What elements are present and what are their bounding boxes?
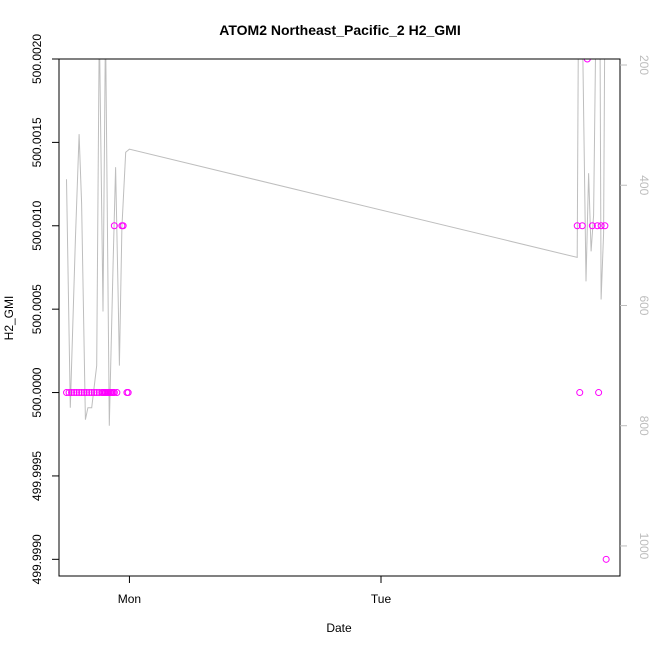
data-point-8 xyxy=(83,389,91,397)
y-tick-label-6: 500.0020 xyxy=(30,34,44,84)
data-point-4 xyxy=(73,389,81,397)
data-point-26 xyxy=(110,222,118,230)
data-point-7 xyxy=(80,389,88,397)
x-axis-label: Date xyxy=(326,621,352,635)
y-tick-label-1: 499.9995 xyxy=(30,451,44,501)
y-tick-label-2: 500.0000 xyxy=(30,367,44,417)
y2-tick-label-1: 400 xyxy=(637,175,650,195)
y-tick-label-3: 500.0005 xyxy=(30,284,44,334)
x-axis: Mon Tue xyxy=(118,576,392,606)
data-point-24 xyxy=(110,389,118,397)
x-tick-label-0: Mon xyxy=(118,592,141,606)
data-point-5 xyxy=(75,389,83,397)
y-tick-label-4: 500.0010 xyxy=(30,200,44,250)
y2-tick-label-0: 200 xyxy=(637,55,650,75)
x-tick-label-1: Tue xyxy=(371,592,392,606)
data-point-30 xyxy=(124,389,132,397)
data-point-2 xyxy=(68,389,76,397)
y-axis-left: 499.9990 499.9995 500.0000 500.0005 500.0010… xyxy=(30,34,59,584)
data-point-28 xyxy=(119,222,127,230)
y-tick-label-5: 500.0015 xyxy=(30,117,44,167)
plot-frame xyxy=(58,58,621,577)
y-axis-label: H2_GMI xyxy=(2,296,16,341)
data-point-31 xyxy=(573,222,581,230)
data-point-9 xyxy=(85,389,93,397)
data-point-25 xyxy=(113,389,121,397)
series-line xyxy=(66,59,606,426)
series-line-layer xyxy=(66,59,606,426)
data-point-38 xyxy=(597,222,605,230)
series-points-layer xyxy=(63,59,610,563)
y2-tick-label-4: 1000 xyxy=(637,533,650,560)
data-point-32 xyxy=(576,389,584,397)
data-point-0 xyxy=(63,389,71,397)
data-point-39 xyxy=(601,222,609,230)
data-point-6 xyxy=(78,389,86,397)
y2-tick-label-3: 800 xyxy=(637,416,650,436)
y-tick-label-0: 499.9990 xyxy=(30,534,44,584)
y2-tick-label-2: 600 xyxy=(637,295,650,315)
data-point-36 xyxy=(593,222,601,230)
y-axis-right: 200 400 600 800 1000 xyxy=(620,55,650,560)
data-point-3 xyxy=(70,389,78,397)
data-point-10 xyxy=(88,389,96,397)
plot-area xyxy=(63,59,610,563)
data-point-40 xyxy=(602,555,610,563)
data-point-37 xyxy=(595,389,603,397)
data-point-11 xyxy=(90,389,98,397)
data-point-33 xyxy=(578,222,586,230)
data-point-1 xyxy=(65,389,73,397)
data-point-35 xyxy=(588,222,596,230)
chart-title: ATOM2 Northeast_Pacific_2 H2_GMI xyxy=(219,22,460,38)
data-point-34 xyxy=(583,59,591,63)
